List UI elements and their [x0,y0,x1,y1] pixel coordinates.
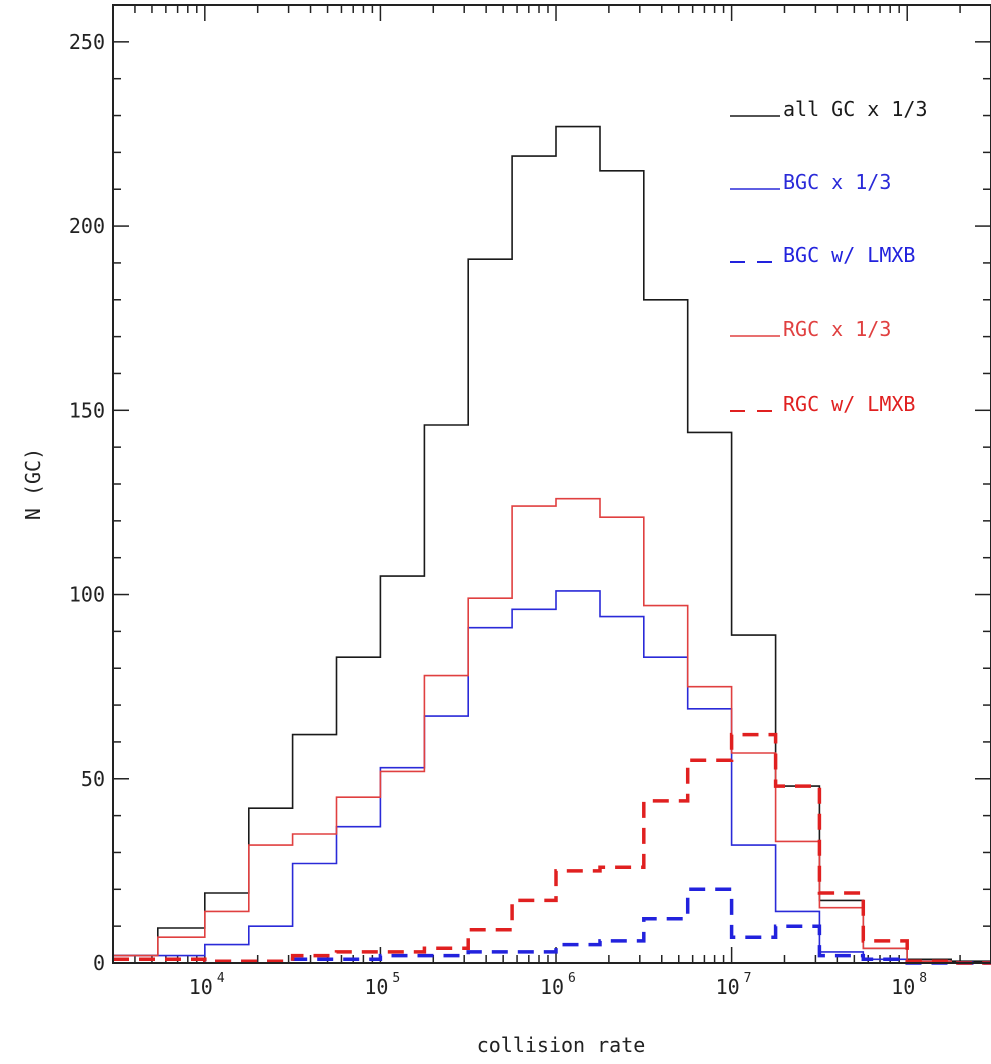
series-line-1 [113,590,991,964]
series-line-0 [113,125,991,962]
y-tick-label: 200 [69,214,105,238]
series-line-4 [113,732,991,965]
y-tick-label: 50 [81,767,105,791]
x-tick-label: 10 [891,975,915,999]
legend-label: BGC x 1/3 [783,170,891,194]
y-tick-label: 250 [69,30,105,54]
y-tick-labels: 0 50 100 150 200 250 [69,30,105,975]
series-group [113,125,991,965]
x-tick-label: 10 [716,975,740,999]
x-tick-label-exp: 6 [568,971,576,986]
x-tick-label: 10 [540,975,564,999]
legend: all GC x 1/3 BGC x 1/3 BGC w/ LMXB RGC x 1/… [730,97,928,416]
legend-label: BGC w/ LMXB [783,243,915,267]
x-tick-label: 10 [364,975,388,999]
series-line-3 [113,497,991,964]
plot-frame [112,4,991,964]
y-tick-label: 150 [69,398,105,422]
y-tick-label: 0 [93,951,105,975]
legend-label: all GC x 1/3 [783,97,928,121]
x-tick-label-exp: 8 [919,971,927,986]
x-axis-title: collision rate [477,1033,646,1057]
x-tick-label-exp: 7 [744,971,752,986]
legend-label: RGC w/ LMXB [783,392,915,416]
y-tick-label: 100 [69,583,105,607]
x-tick-labels: 10 4 10 5 10 6 10 7 10 8 [189,971,927,999]
x-tick-label-exp: 5 [392,971,400,986]
y-axis-title: N (GC) [21,448,45,520]
x-tick-label-exp: 4 [217,971,225,986]
axis-ticks [112,4,991,964]
legend-label: RGC x 1/3 [783,317,891,341]
x-tick-label: 10 [189,975,213,999]
